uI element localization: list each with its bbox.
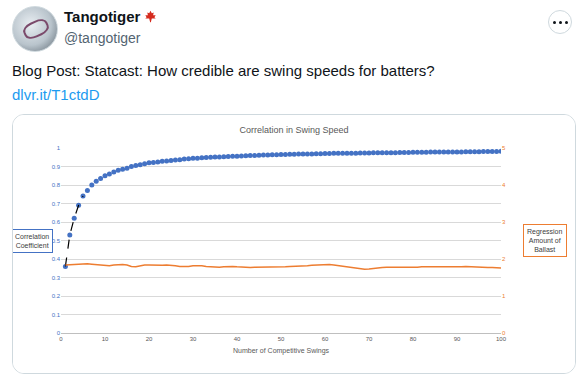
svg-text:40: 40 — [234, 336, 241, 342]
svg-text:3: 3 — [502, 219, 506, 225]
svg-text:0.8: 0.8 — [52, 182, 61, 188]
svg-text:0.4: 0.4 — [52, 256, 61, 262]
svg-text:90: 90 — [454, 336, 461, 342]
svg-text:30: 30 — [190, 336, 197, 342]
svg-text:0.5: 0.5 — [52, 238, 61, 244]
html-text:Tangotiger: Tangotiger — [64, 8, 141, 25]
svg-text:10: 10 — [102, 336, 109, 342]
svg-text:RegressionAmount ofBallast: RegressionAmount ofBallast — [527, 228, 563, 253]
html-text:Blog Post: Statcast: How credi: Blog Post: Statcast: How credible are sw… — [12, 62, 435, 79]
svg-text:20: 20 — [146, 336, 153, 342]
svg-text:100: 100 — [496, 336, 507, 342]
svg-text:0: 0 — [57, 330, 61, 336]
svg-text:70: 70 — [366, 336, 373, 342]
svg-text:4: 4 — [502, 182, 506, 188]
svg-text:80: 80 — [410, 336, 417, 342]
svg-text:2: 2 — [502, 256, 506, 262]
svg-text:0.3: 0.3 — [52, 275, 61, 281]
svg-text:Number of Competitive Swings: Number of Competitive Swings — [233, 347, 330, 355]
svg-text:50: 50 — [278, 336, 285, 342]
svg-text:Correlation in Swing Speed: Correlation in Swing Speed — [239, 125, 348, 135]
svg-text:0.9: 0.9 — [52, 164, 61, 170]
svg-text:5: 5 — [502, 145, 506, 151]
svg-text:0: 0 — [502, 330, 506, 336]
svg-text:60: 60 — [322, 336, 329, 342]
svg-text:0.6: 0.6 — [52, 219, 61, 225]
svg-text:0.2: 0.2 — [52, 293, 61, 299]
svg-text:1: 1 — [57, 145, 61, 151]
svg-text:0: 0 — [59, 336, 63, 342]
svg-text:0.7: 0.7 — [52, 201, 61, 207]
svg-text:0.1: 0.1 — [52, 312, 61, 318]
svg-text:1: 1 — [502, 293, 506, 299]
html-text:@tangotiger: @tangotiger — [64, 30, 141, 46]
svg-text:CorrelationCoefficient: CorrelationCoefficient — [15, 233, 49, 249]
html-text:dlvr.it/T1ctdD: dlvr.it/T1ctdD — [12, 86, 100, 103]
